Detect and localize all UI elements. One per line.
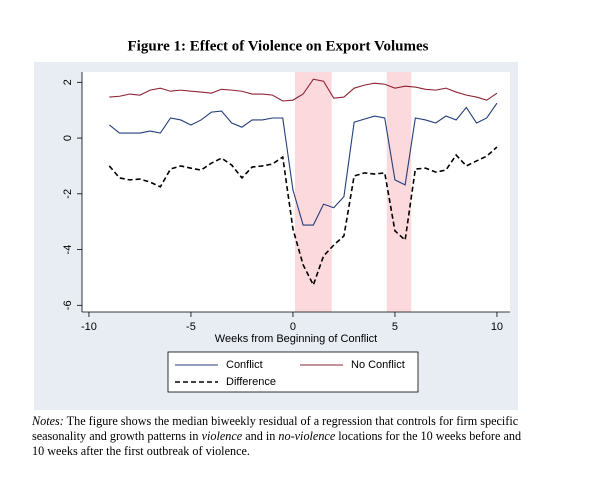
- legend-label: Conflict: [226, 359, 263, 371]
- legend: [167, 351, 419, 393]
- series-line: [108, 102, 498, 226]
- notes: Notes: The figure shows the median biwee…: [32, 414, 532, 459]
- y-tick-label: -2: [62, 189, 74, 199]
- notes-text: and in: [242, 429, 279, 443]
- y-tick-label: -6: [62, 300, 74, 310]
- notes-text: no-violence: [278, 429, 336, 443]
- y-tick-label: -4: [62, 245, 74, 255]
- y-tick-label: 2: [62, 79, 74, 85]
- x-axis-label: Weeks from Beginning of Conflict: [215, 333, 377, 345]
- notes-text: Notes:: [32, 414, 64, 428]
- legend-label: Difference: [226, 376, 276, 388]
- notes-text: locations for the 10 weeks before and 10…: [32, 429, 522, 458]
- notes-text: The figure shows the median biweekly res…: [32, 414, 519, 443]
- x-tick-label: 10: [491, 321, 503, 333]
- x-tick-label: 5: [392, 321, 398, 333]
- shaded-region: [386, 72, 412, 312]
- series-line: [109, 78, 498, 102]
- chart: Figure 1: Effect of Violence on Export V…: [34, 38, 518, 410]
- x-tick-label: -10: [81, 321, 97, 333]
- chart-title: Figure 1: Effect of Violence on Export V…: [128, 38, 429, 54]
- x-tick-label: -5: [186, 321, 196, 333]
- shaded-region: [294, 72, 332, 312]
- legend-label: No Conflict: [351, 359, 405, 371]
- y-tick-label: 0: [62, 135, 74, 141]
- notes-text: violence: [201, 429, 243, 443]
- x-tick-label: 0: [290, 321, 296, 333]
- series-line: [108, 146, 498, 287]
